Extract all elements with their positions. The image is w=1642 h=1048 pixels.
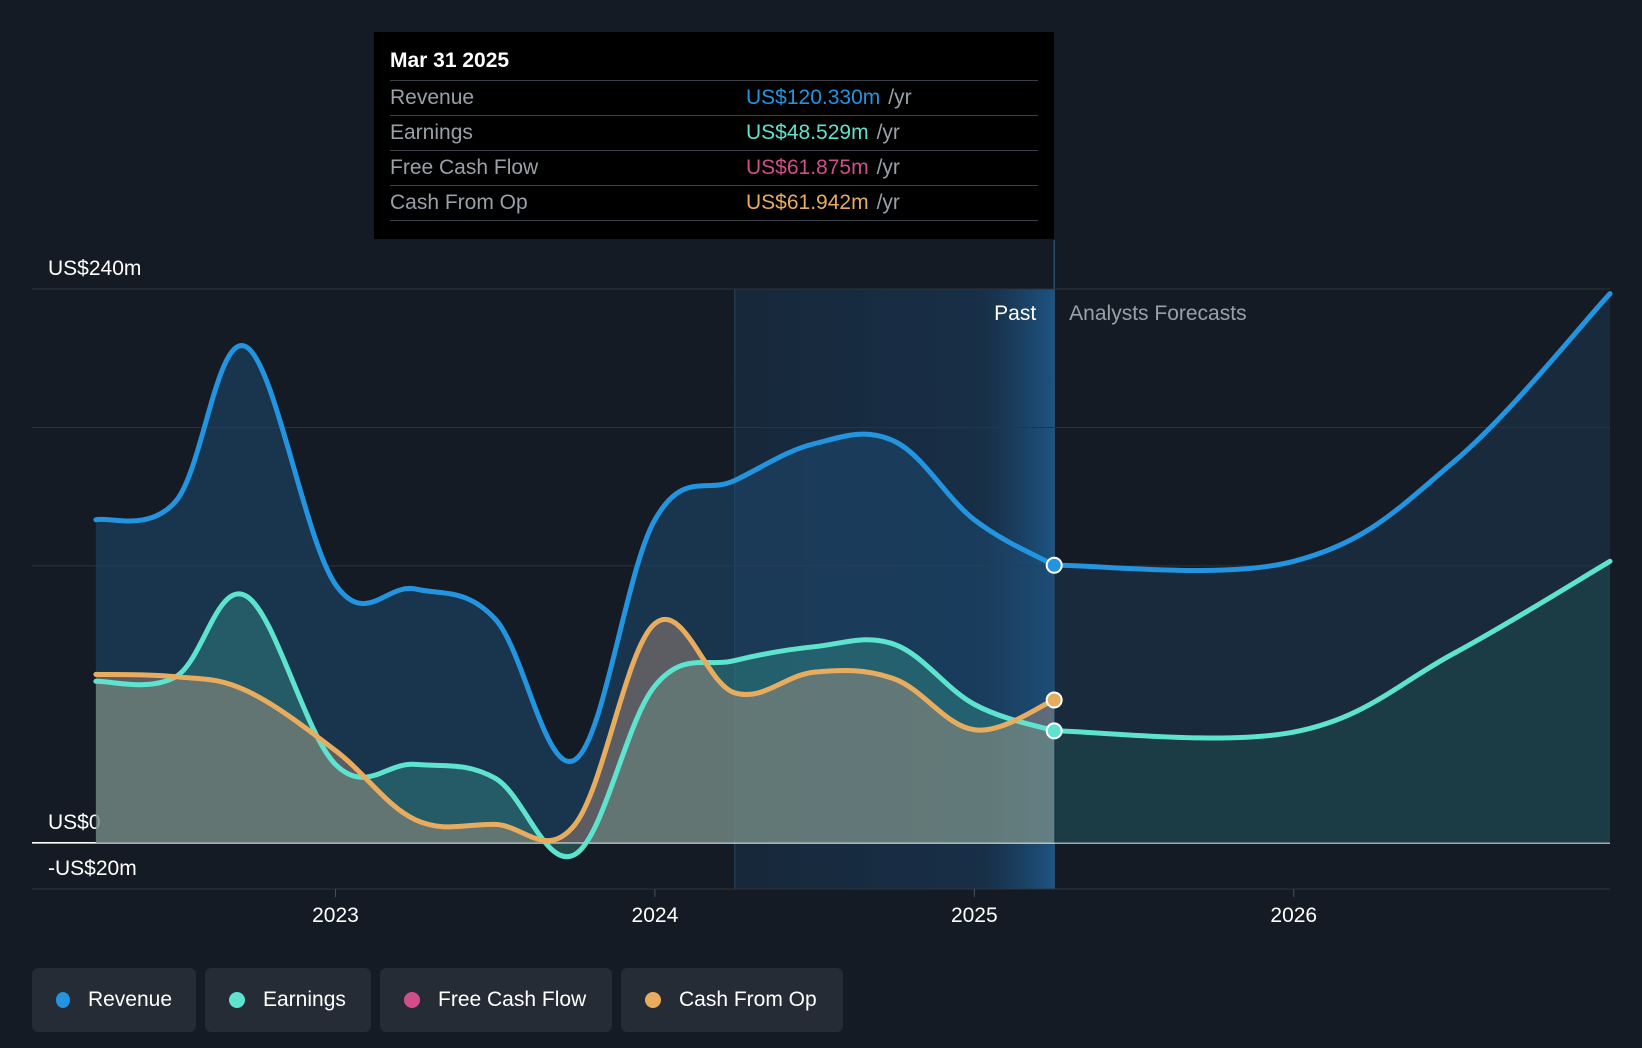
earnings-dot-icon [229, 992, 245, 1008]
y-tick-label: US$240m [48, 257, 141, 280]
legend-label: Revenue [87, 988, 172, 1011]
tooltip-row-earnings: Earnings US$48.529m /yr [390, 115, 1038, 150]
x-tick-label: 2025 [951, 904, 998, 927]
revenue-forecast-line [1051, 291, 1613, 574]
cash-from-op-past-area [95, 619, 1055, 843]
legend-label: Free Cash Flow [438, 988, 587, 1011]
legend-label: Earnings [263, 988, 346, 1011]
tooltip-label: Revenue [390, 86, 475, 109]
x-tick-label: 2023 [312, 904, 359, 927]
tooltip-unit: /yr [876, 121, 900, 144]
tooltip-unit: /yr [876, 191, 900, 214]
earnings-past-line [93, 591, 1057, 860]
tooltip-unit: /yr [888, 86, 912, 109]
legend-label: Cash From Op [679, 988, 817, 1011]
tooltip-label: Earnings [390, 121, 473, 144]
tooltip-value: US$48.529m [746, 121, 869, 144]
revenue-past-area [95, 345, 1055, 843]
tooltip-date: Mar 31 2025 [390, 49, 510, 72]
tooltip-unit: /yr [876, 156, 900, 179]
tooltip-row-cash-from-op: Cash From Op US$61.942m /yr [390, 185, 1038, 221]
cash-from-op-current-point [1045, 691, 1063, 709]
tooltip-row-free-cash-flow: Free Cash Flow US$61.875m /yr [390, 150, 1038, 185]
cash-from-op-dot-icon [645, 992, 661, 1008]
y-tick-label: US$0 [48, 811, 101, 834]
earnings-past-area [95, 593, 1055, 857]
tooltip: Mar 31 2025 Revenue US$120.330m /yr Earn… [374, 32, 1054, 239]
legend-item-cash-from-op[interactable]: Cash From Op [621, 968, 843, 1032]
x-tick-label: 2024 [632, 904, 679, 927]
legend: Revenue Earnings Free Cash Flow Cash Fro… [32, 968, 843, 1032]
tooltip-value: US$120.330m [746, 86, 881, 109]
legend-item-earnings[interactable]: Earnings [205, 968, 371, 1032]
past-label: Past [994, 302, 1036, 325]
y-tick-label: -US$20m [48, 857, 137, 880]
x-tick-label: 2026 [1270, 904, 1317, 927]
revenue-past-line [93, 343, 1057, 764]
revenue-dot-icon [56, 992, 70, 1008]
revenue-current-point [1045, 556, 1063, 574]
tooltip-value: US$61.875m [746, 156, 869, 179]
tooltip-value: US$61.942m [746, 191, 869, 214]
legend-item-free-cash-flow[interactable]: Free Cash Flow [380, 968, 612, 1032]
tooltip-label: Cash From Op [390, 191, 528, 214]
tooltip-row-revenue: Revenue US$120.330m /yr [390, 80, 1038, 115]
tooltip-label: Free Cash Flow [390, 156, 539, 179]
earnings-forecast-area [1054, 561, 1610, 843]
free-cash-flow-dot-icon [404, 992, 420, 1008]
legend-item-revenue[interactable]: Revenue [32, 968, 196, 1032]
earnings-forecast-line [1051, 558, 1613, 741]
forecast-label: Analysts Forecasts [1069, 302, 1246, 325]
cash-from-op-past-line [93, 617, 1057, 844]
earnings-current-point [1045, 722, 1063, 740]
